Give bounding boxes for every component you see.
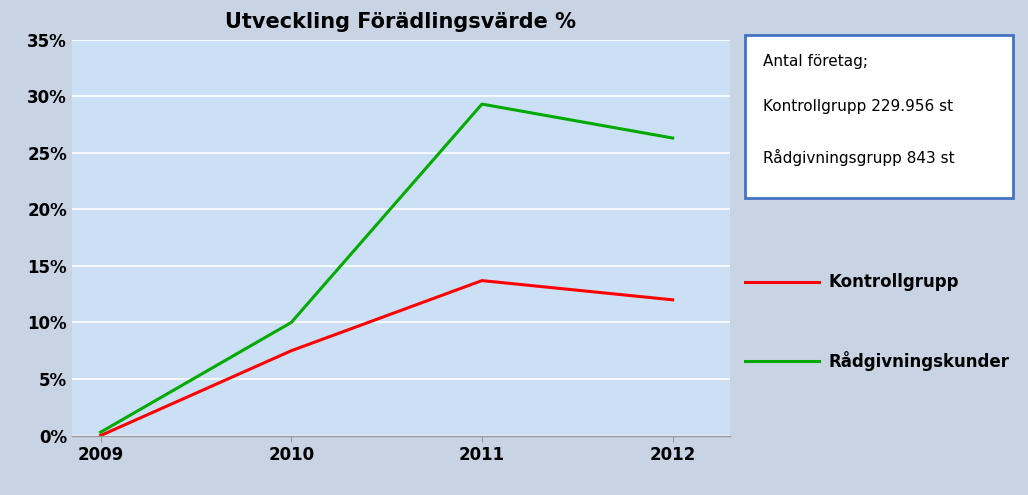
Title: Utveckling Förädlingsvärde %: Utveckling Förädlingsvärde %: [225, 12, 577, 33]
Text: Kontrollgrupp 229.956 st: Kontrollgrupp 229.956 st: [763, 99, 953, 114]
FancyBboxPatch shape: [744, 35, 1014, 198]
Text: Rådgivningskunder: Rådgivningskunder: [829, 351, 1009, 371]
Text: Kontrollgrupp: Kontrollgrupp: [829, 273, 959, 291]
Text: Antal företag;: Antal företag;: [763, 54, 868, 69]
Text: Rådgivningsgrupp 843 st: Rådgivningsgrupp 843 st: [763, 148, 954, 165]
